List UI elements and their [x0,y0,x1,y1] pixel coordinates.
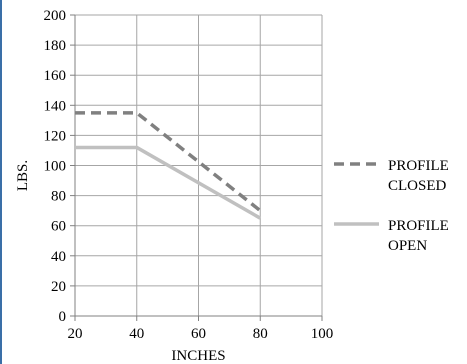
y-tick-label: 120 [44,128,67,144]
grid [74,14,323,317]
series-line-2 [75,145,262,220]
y-tick-label: 200 [44,8,67,24]
y-tick-label: 180 [44,38,67,54]
x-tick-label: 20 [68,326,83,342]
legend-label-1: PROFILE [388,158,449,174]
legend-label-2: PROFILE [388,218,449,234]
legend: PROFILE CLOSED PROFILE OPEN [334,158,449,254]
series-lines [75,111,262,220]
y-axis-title: LBS. [15,160,31,191]
y-tick-label: 60 [51,219,66,235]
legend-label-2: OPEN [388,238,427,254]
axes [70,14,323,321]
x-tick-label: 60 [191,326,206,342]
y-tick-label: 160 [44,68,67,84]
legend-label-1: CLOSED [388,178,447,194]
y-tick-label: 0 [59,309,67,325]
x-tick-label: 100 [311,326,334,342]
x-axis-title: INCHES [171,348,225,364]
y-tick-label: 80 [51,189,66,205]
series-line-1 [75,111,262,213]
y-tick-label: 100 [44,159,67,175]
x-tick-label: 40 [129,326,144,342]
left-edge-border [0,0,2,364]
y-tick-label: 40 [51,249,66,265]
y-tick-label: 140 [44,98,67,114]
x-tick-label: 80 [253,326,268,342]
y-tick-label: 20 [51,279,66,295]
